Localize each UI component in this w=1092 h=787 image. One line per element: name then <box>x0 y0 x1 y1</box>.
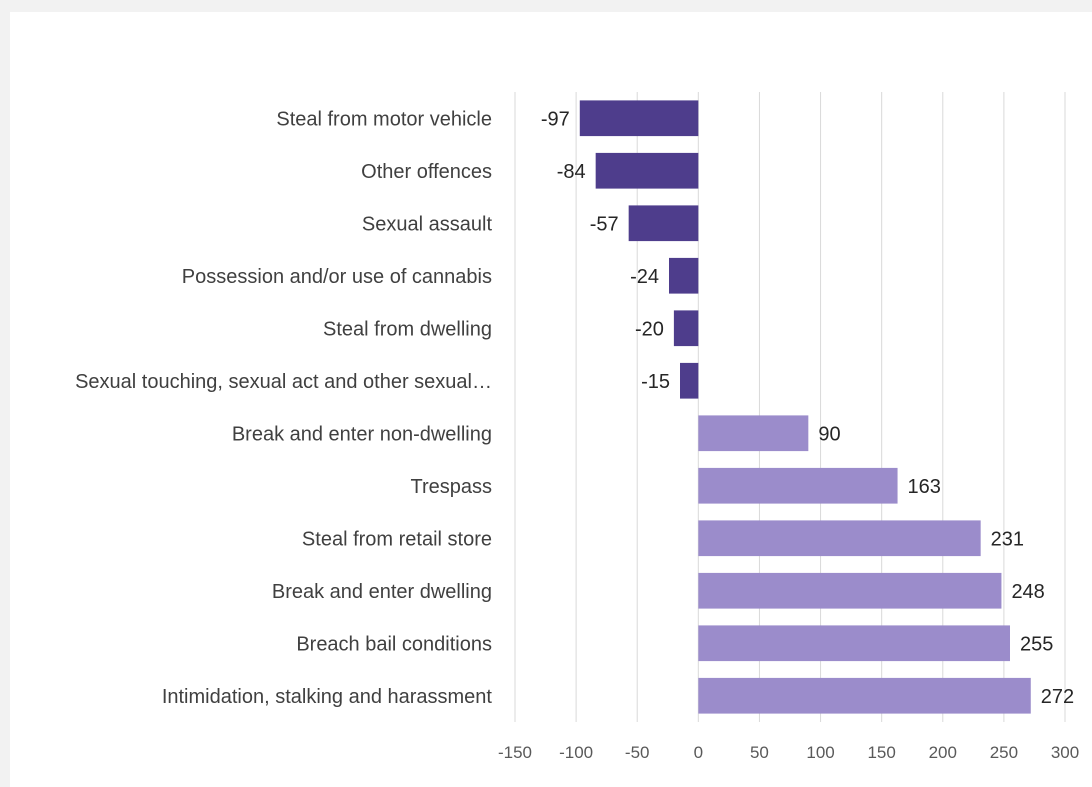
x-tick-label: 250 <box>990 743 1018 762</box>
data-label: -57 <box>590 213 619 235</box>
bar <box>669 257 699 294</box>
data-label: 163 <box>908 476 941 498</box>
category-labels: Steal from motor vehicle Other offences Se… <box>75 108 492 708</box>
category-label: Break and enter non-dwelling <box>232 423 492 445</box>
data-label: -20 <box>635 318 664 340</box>
x-tick-label: -150 <box>498 743 532 762</box>
category-label: Possession and/or use of cannabis <box>182 266 492 288</box>
data-label: 231 <box>991 528 1024 550</box>
category-label: Other offences <box>361 161 492 183</box>
bar <box>579 100 699 137</box>
x-tick-label: 0 <box>694 743 703 762</box>
data-label: -24 <box>630 266 659 288</box>
category-label: Intimidation, stalking and harassment <box>162 686 493 708</box>
bar <box>595 152 699 189</box>
bar <box>698 625 1010 662</box>
data-label: -84 <box>557 161 586 183</box>
gridlines <box>514 92 1066 722</box>
x-tick-label: 300 <box>1051 743 1079 762</box>
x-tick-label: 50 <box>750 743 769 762</box>
bar <box>673 310 699 347</box>
data-labels: -97 -84 -57 -24 -20 -15 90 163 231 248 255 272 <box>541 108 1074 708</box>
data-label: -97 <box>541 108 570 130</box>
bar <box>698 467 898 504</box>
category-label: Trespass <box>410 476 492 498</box>
category-label: Sexual touching, sexual act and other se… <box>75 371 492 393</box>
category-label: Steal from motor vehicle <box>276 108 492 130</box>
data-label: 255 <box>1020 633 1053 655</box>
category-label: Break and enter dwelling <box>272 581 492 603</box>
data-label: 272 <box>1041 686 1074 708</box>
category-label: Steal from dwelling <box>323 318 492 340</box>
x-tick-label: -100 <box>559 743 593 762</box>
bar <box>698 415 809 452</box>
x-tick-label: 100 <box>806 743 834 762</box>
data-label: 248 <box>1011 581 1044 603</box>
bar <box>680 362 699 399</box>
x-tick-label: -50 <box>625 743 650 762</box>
bars <box>579 100 1031 714</box>
category-label: Steal from retail store <box>302 528 492 550</box>
bar <box>698 677 1031 714</box>
category-label: Sexual assault <box>362 213 493 235</box>
x-axis-ticks: -150 -100 -50 0 50 100 150 200 250 300 <box>498 743 1079 762</box>
category-label: Breach bail conditions <box>296 633 492 655</box>
x-tick-label: 200 <box>929 743 957 762</box>
data-label: -15 <box>641 371 670 393</box>
bar <box>628 205 699 242</box>
data-label: 90 <box>818 423 840 445</box>
bar <box>698 520 981 557</box>
bar <box>698 572 1002 609</box>
x-tick-label: 150 <box>867 743 895 762</box>
